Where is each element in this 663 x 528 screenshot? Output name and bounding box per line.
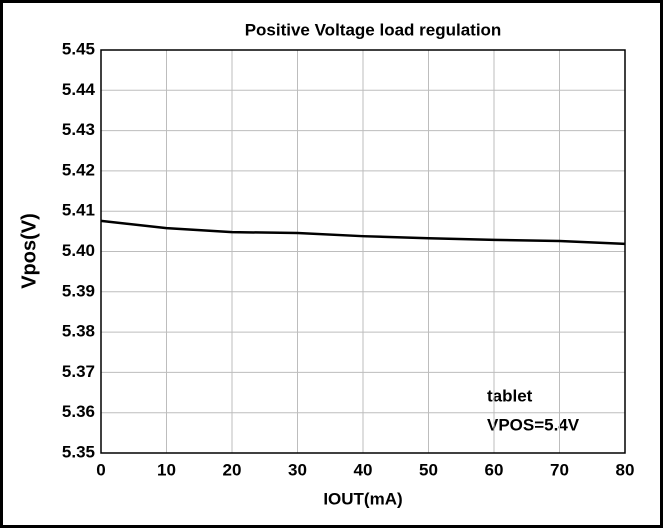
y-tick-label: 5.40 <box>62 241 95 260</box>
x-tick-label: 40 <box>354 460 373 479</box>
x-tick-label: 20 <box>223 460 242 479</box>
y-tick-label: 5.36 <box>62 402 95 421</box>
plot-frame <box>100 49 626 454</box>
y-tick-label: 5.38 <box>62 322 95 341</box>
y-tick-label: 5.35 <box>62 442 95 461</box>
x-axis-label: IOUT(mA) <box>323 489 402 508</box>
y-tick-label: 5.41 <box>62 201 95 220</box>
annotation: VPOS=5.4V <box>487 415 580 434</box>
x-tick-label: 70 <box>550 460 569 479</box>
chart-title: Positive Voltage load regulation <box>245 20 502 39</box>
x-tick-label: 10 <box>157 460 176 479</box>
x-tick-label: 50 <box>419 460 438 479</box>
y-tick-label: 5.37 <box>62 362 95 381</box>
y-tick-label: 5.45 <box>62 39 95 58</box>
annotation: tablet <box>487 386 533 405</box>
y-tick-label: 5.43 <box>62 120 95 139</box>
x-tick-label: 30 <box>288 460 307 479</box>
y-tick-label: 5.44 <box>62 80 96 99</box>
data-line <box>100 219 626 246</box>
y-axis-label: Vpos(V) <box>18 213 40 289</box>
x-tick-label: 80 <box>616 460 635 479</box>
x-tick-label: 0 <box>96 460 105 479</box>
y-tick-label: 5.39 <box>62 281 95 300</box>
y-tick-label: 5.42 <box>62 160 95 179</box>
x-tick-label: 60 <box>485 460 504 479</box>
